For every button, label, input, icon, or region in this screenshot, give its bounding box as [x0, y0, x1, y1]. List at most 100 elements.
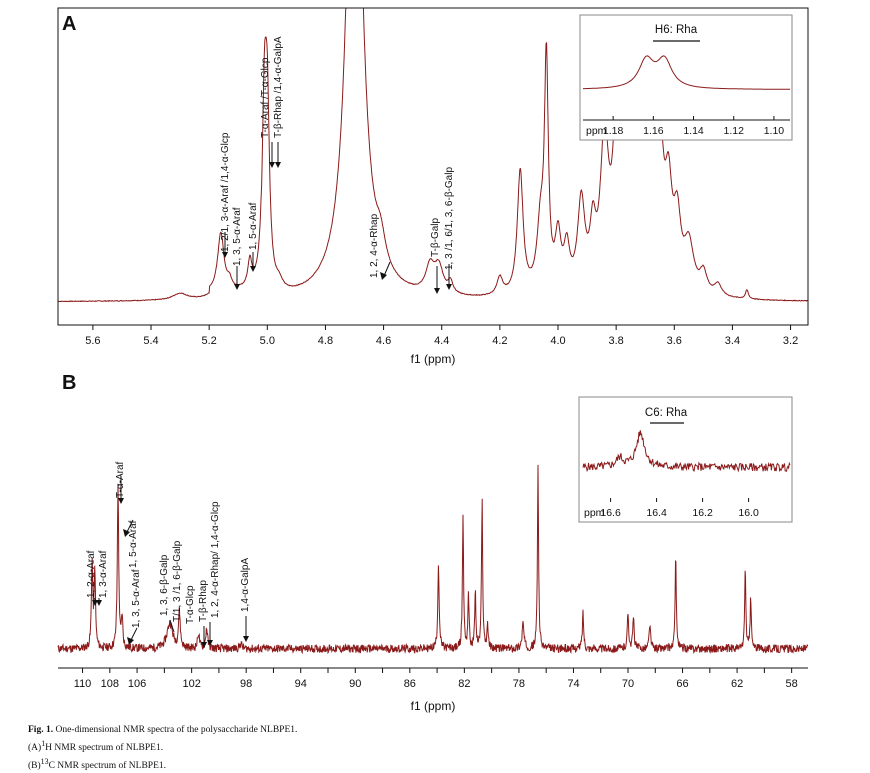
caption-text: One-dimensional NMR spectra of the polys…	[55, 725, 298, 735]
panel-b-annotation-10: 1, 2, 4-α-Rhap/ 1,4-α-Glcp	[210, 501, 221, 618]
panel-b-ann-4-arrow-head	[123, 529, 130, 537]
panel-b-ann-5-arrow-head	[127, 637, 134, 645]
figure-caption: Fig. 1. One-dimensional NMR spectra of t…	[28, 724, 297, 773]
panel-b-ann-1-arrow-head	[92, 600, 98, 606]
panel-a-inset-tick-label: 1.16	[643, 125, 664, 137]
panel-a-inset-tick-label: 1.10	[764, 125, 785, 137]
panel-b-tick-label: 110	[74, 678, 92, 690]
caption-b-prefix: (B)	[28, 761, 41, 772]
panel-a-annotation-2: 1, 3, 5-α-Araf	[232, 207, 243, 266]
panel-b-tick-label: 62	[731, 678, 743, 690]
caption-title-line: Fig. 1. One-dimensional NMR spectra of t…	[28, 724, 297, 737]
panel-b-ann-5-arrow-line	[130, 627, 138, 641]
panel-a-x-label: f1 (ppm)	[411, 352, 456, 366]
panel-a-annotation-6: 1, 2, 4-α-Rhap	[369, 213, 380, 278]
panel-b-inset-tick-label: 16.2	[692, 507, 713, 519]
caption-b-sup: 13	[40, 757, 49, 767]
panel-a-inset-line	[582, 55, 790, 90]
panel-a-tick-label: 5.2	[202, 335, 217, 347]
panel-a-tick-label: 5.4	[143, 335, 158, 347]
panel-a-inset-tick-label: 1.18	[603, 125, 624, 137]
panel-a-x-axis: 5.6 5.4 5.2 5.0 4.8 4.6 4.4 4.2 4.0 3.8 3.6 3.4 3.2	[85, 325, 798, 347]
panel-b-tick-label: 78	[513, 678, 525, 690]
panel-b-ann-3-arrow-head	[118, 498, 124, 504]
panel-b-annotation-9: T-β-Rhap	[198, 580, 209, 622]
panel-a-inset-frame	[579, 14, 793, 141]
panel-a-inset-axis-label: ppm	[586, 125, 607, 137]
panel-a-tick-label: 4.6	[376, 335, 391, 347]
panel-a-spectrum-line	[57, 7, 809, 303]
panel-b-inset-trace	[582, 430, 791, 473]
panel-a-tick-label: 4.2	[492, 335, 507, 347]
panel-b-annotation-2: 1, 3-α-Araf	[98, 550, 109, 598]
panel-b-letter: B	[62, 372, 76, 394]
panel-a-trace	[57, 7, 809, 303]
caption-a-sup: 1	[41, 739, 46, 748]
panel-b-x-label: f1 (ppm)	[411, 699, 456, 713]
panel-b-tick-label: 74	[567, 678, 579, 690]
panel-a-inset-title: H6: Rha	[655, 24, 698, 36]
panel-a-ann-4-arrow-head	[269, 162, 275, 168]
panel-b-tick-label: 86	[404, 678, 416, 690]
panel-b-annotation-5: 1, 3, 5-α-Araf	[131, 569, 142, 628]
panel-b-tick-label: 94	[295, 678, 307, 690]
panel-a-ann-1-arrow-head	[222, 252, 228, 258]
panel-a-ann-8-arrow-head	[446, 284, 452, 290]
panel-a-annotation-3: 1, 5-α-Araf	[248, 202, 259, 250]
panel-b-inset: C6: Rha ppm 16.6 16.4 16.2 16.0	[578, 396, 793, 523]
panel-a-tick-label: 4.8	[318, 335, 333, 347]
panel-a: A 5.6 5.4 5.2 5.0 4.8 4.6 4.4 4.2 4.0 3.8 3.6 3.4 3.…	[57, 7, 809, 366]
panel-a-inset: H6: Rha ppm 1.18 1.16 1.14 1.12 1.10	[579, 14, 793, 141]
panel-b-tick-label: 106	[128, 678, 146, 690]
panel-b-annotation-6: 1, 3, 6-β-Galp	[159, 554, 170, 616]
caption-fig-label: Fig. 1.	[28, 725, 54, 735]
panel-a-frame	[57, 7, 809, 326]
panel-b-tick-label: 108	[101, 678, 119, 690]
panel-a-inset-trace	[582, 55, 790, 90]
panel-b-annotation-4: 1, 5-α-Araf	[128, 520, 139, 568]
panel-a-ann-6-arrow-head	[380, 272, 387, 280]
panel-a-ann-7-arrow-head	[434, 288, 440, 294]
panel-a-tick-label: 5.6	[85, 335, 100, 347]
panel-a-inset-tick-label: 1.12	[724, 125, 745, 137]
panel-b-x-axis: 110 108 106 102 98 94 90 86 82 78 74 70 66 62 58	[74, 668, 798, 690]
panel-a-inset-ticks: 1.18 1.16 1.14 1.12 1.10	[603, 116, 784, 137]
panel-b-tick-label: 66	[676, 678, 688, 690]
panel-b-spectrum-line	[57, 464, 809, 655]
panel-a-letter: A	[62, 13, 76, 35]
panel-a-tick-label: 3.8	[608, 335, 623, 347]
panel-b-ann-9-arrow-head	[207, 640, 213, 646]
panel-a-tick-label: 5.0	[260, 335, 275, 347]
panel-b-ann-2-arrow-head	[96, 600, 102, 606]
panel-a-ann-3-arrow-head	[250, 266, 256, 272]
panel-b: B 110 108 106 102 98 94 90 86 82 78 74 70 66 62 58 f1 …	[57, 372, 809, 713]
panel-b-inset-tick-label: 16.0	[738, 507, 759, 519]
panel-a-annotation-4: T-α-Araf /T-α-Glcp	[260, 57, 271, 138]
panel-a-ann-6-arrow-line	[383, 261, 391, 277]
panel-a-inset-tick-label: 1.14	[683, 125, 704, 137]
panel-a-annotation-5: T-β-Rhap /1,4-α-GalpA	[273, 36, 284, 138]
panel-b-ann-4-arrow-line	[126, 519, 134, 533]
caption-line-a: (A)1H NMR spectrum of NLBPE1.	[28, 737, 297, 755]
caption-a-text: H NMR spectrum of NLBPE1.	[45, 743, 164, 754]
panel-a-annotation-7: T-β-Galp	[430, 217, 441, 257]
panel-a-tick-label: 4.0	[550, 335, 565, 347]
panel-b-tick-label: 82	[458, 678, 470, 690]
caption-line-b: (B)13C NMR spectrum of NLBPE1.	[28, 755, 297, 773]
panel-b-inset-title: C6: Rha	[645, 407, 688, 419]
panel-a-ann-2-arrow-head	[234, 284, 240, 290]
panel-b-ann-8-arrow-head	[201, 642, 207, 648]
panel-b-annotation-7: T/1, 3 /1, 6-β-Galp	[172, 540, 183, 622]
panel-a-tick-label: 3.4	[725, 335, 740, 347]
panel-b-inset-frame	[578, 396, 793, 523]
panel-b-annotation-1: 1, 2-α-Araf	[86, 550, 97, 598]
panel-b-tick-label: 102	[182, 678, 200, 690]
panel-b-ann-11-arrow-head	[243, 636, 249, 642]
panel-a-annotation-8: 1, 3 /1, 6/1, 3, 6-β-Galp	[444, 167, 455, 270]
panel-b-inset-line	[582, 430, 791, 473]
panel-b-tick-label: 58	[786, 678, 798, 690]
panel-a-tick-label: 4.4	[434, 335, 449, 347]
panel-b-tick-label: 90	[349, 678, 361, 690]
caption-a-prefix: (A)	[28, 743, 42, 754]
